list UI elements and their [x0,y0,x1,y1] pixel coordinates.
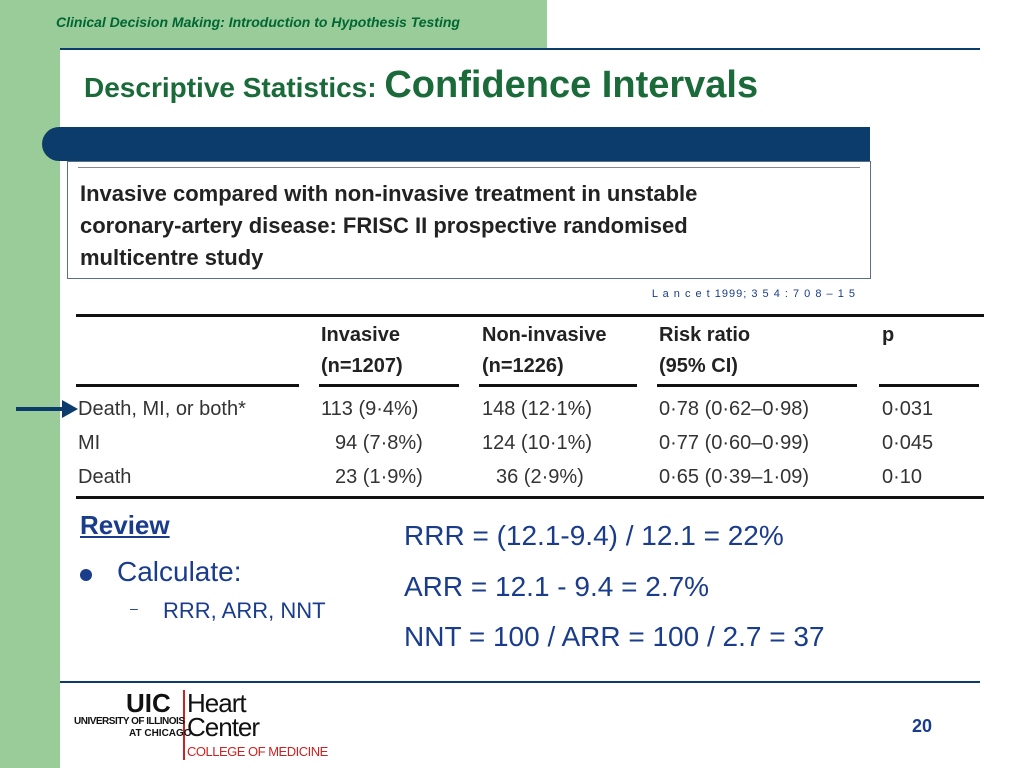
table-cell-noninvasive: 36 (2·9%) [496,466,584,488]
study-title-line2: coronary-artery disease: FRISC II prospe… [80,213,688,238]
review-heading: Review [80,510,170,540]
column-rule-p [879,384,979,387]
table-row-label: MI [78,432,101,454]
table-header-p: p [882,324,895,346]
column-rule-noninvasive [479,384,637,387]
table-cell-invasive: 113 (9·4%) [321,398,419,420]
formula-arr: ARR = 12.1 - 9.4 = 2.7% [404,571,710,602]
bullet-icon [80,569,92,581]
table-row-label: Death [78,466,132,488]
table-top-rule [76,314,984,317]
arrow-right-icon [16,400,78,418]
logo-heart-text: Heart [187,688,247,718]
logo-college-text: COLLEGE OF MEDICINE [187,744,328,759]
uic-heart-center-logo: UIC Heart Center UNIVERSITY OF ILLINOIS … [74,686,344,766]
study-box-rule [78,167,860,168]
table-cell-risk-ratio: 0·77 (0·60–0·99) [659,432,810,454]
logo-uic-text: UIC [126,688,171,718]
table-cell-p: 0·045 [882,432,934,454]
table-row-label: Death, MI, or both* [78,398,246,420]
table-cell-risk-ratio: 0·65 (0·39–1·09) [659,466,810,488]
column-rule-label [76,384,299,387]
formula-rrr: RRR = (12.1-9.4) / 12.1 = 22% [404,520,784,551]
slide-title: Descriptive Statistics: Confidence Inter… [84,64,758,107]
citation: L a n c e t 1999; 3 5 4 : 7 0 8 – 1 5 [651,288,856,300]
slide-title-part2: Confidence Intervals [384,64,759,106]
table-cell-noninvasive: 124 (10·1%) [482,432,593,454]
footer-rule [60,681,980,683]
table-cell-p: 0·10 [882,466,923,488]
study-title-line1: Invasive compared with non-invasive trea… [80,181,698,206]
table-cell-invasive: 94 (7·8%) [335,432,423,454]
table-cell-noninvasive: 148 (12·1%) [482,398,593,420]
dash-icon: – [130,600,138,616]
sub-bullet-metrics: RRR, ARR, NNT [163,598,326,623]
logo-center-text: Center [187,712,260,742]
header-green-band [60,0,547,48]
study-title: Invasive compared with non-invasive trea… [80,178,860,274]
study-title-box: Invasive compared with non-invasive trea… [67,161,871,279]
slide-title-part1: Descriptive Statistics: [84,72,385,103]
presentation-title: Clinical Decision Making: Introduction t… [56,14,460,30]
logo-at-chicago-text: AT CHICAGO [129,728,192,739]
column-rule-risk-ratio [657,384,857,387]
title-band [42,127,870,161]
table-header-noninvasive: Non-invasive (n=1226) [482,324,607,377]
formula-nnt: NNT = 100 / ARR = 100 / 2.7 = 37 [404,621,825,652]
bullet-calculate: Calculate: [117,556,242,587]
logo-university-text: UNIVERSITY OF ILLINOIS [74,716,185,727]
table-cell-invasive: 23 (1·9%) [335,466,423,488]
table-bottom-rule [76,496,984,499]
table-cell-risk-ratio: 0·78 (0·62–0·98) [659,398,810,420]
sidebar-green-bar [0,0,60,768]
study-title-line3: multicentre study [80,245,264,270]
page-number: 20 [912,716,933,736]
logo-divider [183,690,185,760]
header-rule [60,48,980,50]
table-header-risk-ratio: Risk ratio (95% CI) [659,324,751,377]
table-cell-p: 0·031 [882,398,934,420]
column-rule-invasive [319,384,459,387]
table-header-invasive: Invasive (n=1207) [321,324,403,377]
